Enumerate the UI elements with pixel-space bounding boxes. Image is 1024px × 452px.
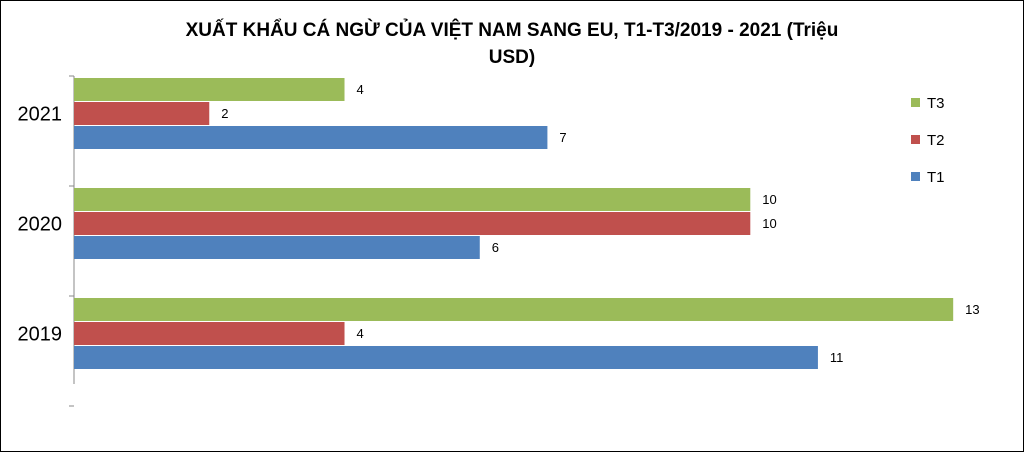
bar-2020-T3 (74, 188, 751, 211)
legend: T3 T2 T1 (911, 95, 945, 186)
bar-2019-T1 (74, 346, 818, 369)
category-label-2019: 2019 (18, 323, 63, 345)
bars (74, 78, 954, 369)
data-label-2021-T3: 4 (357, 82, 364, 97)
category-axis-ticks (69, 75, 74, 407)
category-labels: 2021 2020 2019 (18, 103, 63, 345)
bar-2020-T2 (74, 212, 751, 235)
bar-2019-T2 (74, 322, 345, 345)
data-label-2020-T3: 10 (762, 192, 776, 207)
bar-2019-T3 (74, 298, 954, 321)
legend-label-T3: T3 (927, 95, 945, 112)
legend-label-T1: T1 (927, 169, 945, 186)
legend-label-T2: T2 (927, 132, 945, 149)
bar-2021-T1 (74, 126, 548, 149)
legend-swatch-T3 (911, 98, 920, 107)
category-label-2021: 2021 (18, 103, 63, 125)
chart-title: XUẤT KHẨU CÁ NGỪ CỦA VIỆT NAM SANG EU, T… (186, 19, 839, 68)
legend-swatch-T1 (911, 172, 920, 181)
data-label-2019-T2: 4 (357, 326, 364, 341)
data-label-2020-T2: 10 (762, 216, 776, 231)
data-label-2020-T1: 6 (492, 240, 499, 255)
data-label-2021-T2: 2 (221, 106, 228, 121)
bar-2021-T3 (74, 78, 345, 101)
chart-title-line-1: XUẤT KHẨU CÁ NGỪ CỦA VIỆT NAM SANG EU, T… (186, 19, 839, 41)
data-labels: 4 2 7 10 10 6 13 4 11 (221, 82, 979, 365)
category-label-2020: 2020 (18, 213, 63, 235)
bar-2021-T2 (74, 102, 210, 125)
chart-title-line-2: USD) (489, 47, 535, 68)
data-label-2021-T1: 7 (559, 130, 566, 145)
legend-swatch-T2 (911, 135, 920, 144)
bar-2020-T1 (74, 236, 480, 259)
data-label-2019-T1: 11 (830, 350, 844, 365)
data-label-2019-T3: 13 (965, 302, 979, 317)
